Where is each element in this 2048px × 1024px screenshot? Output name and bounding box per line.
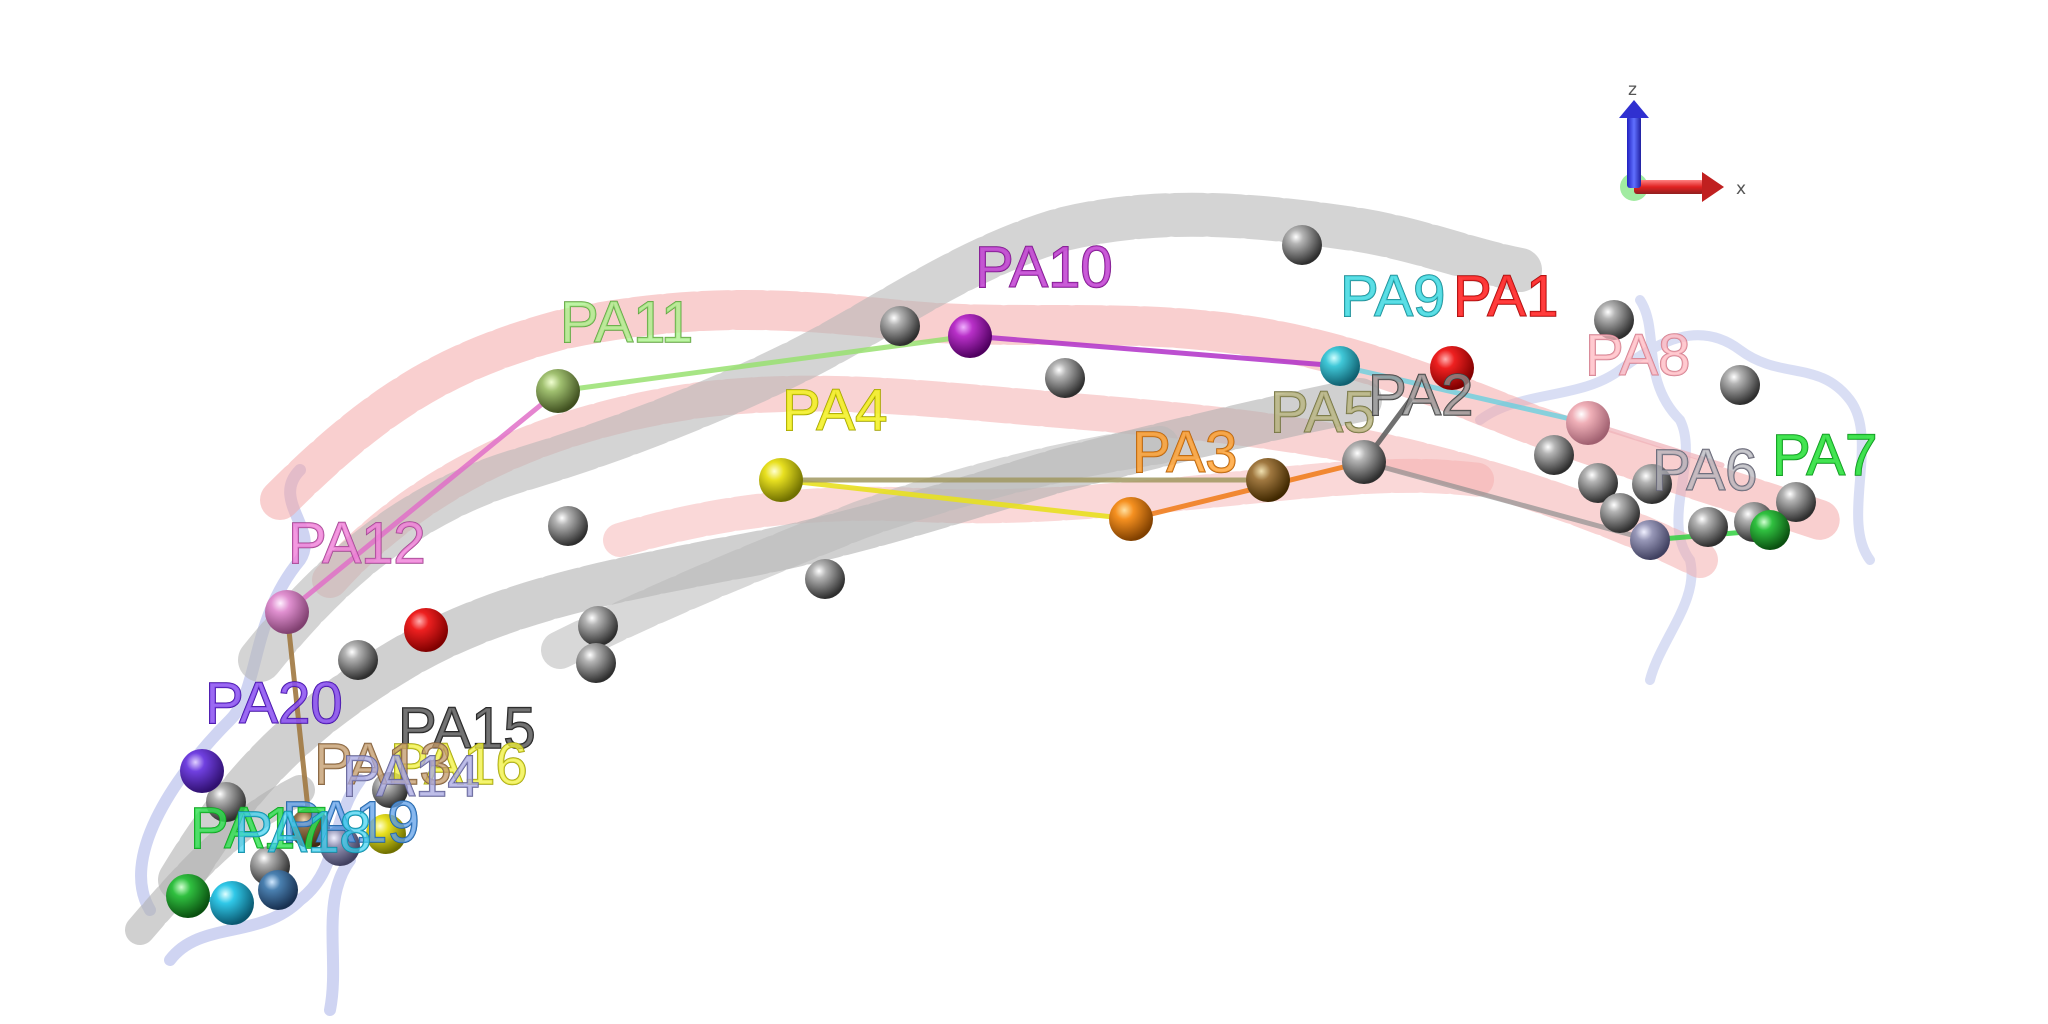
link-pa12-pa11: [284, 388, 561, 615]
gray-helix-4: [125, 775, 315, 945]
red-helix-1: [260, 290, 1840, 540]
label-pa3: PA3: [1132, 420, 1237, 485]
gray-sphere: [1594, 300, 1634, 340]
gray-sphere: [1600, 493, 1640, 533]
pa5-sphere: [1246, 458, 1290, 502]
link-pa2-pa6: [1361, 459, 1653, 543]
pa8-sphere: [1566, 401, 1610, 445]
x-axis-arrow-shaft: [1634, 180, 1704, 194]
label-pa19: PA19: [282, 790, 420, 855]
gray-sphere: [578, 606, 618, 646]
pa9-sphere: [1320, 346, 1360, 386]
link-pa9-pa8: [1337, 363, 1591, 426]
gray-sphere: [576, 643, 616, 683]
z-axis-arrow-head: [1619, 100, 1649, 118]
label-pa16: PA16: [390, 732, 528, 797]
z-axis-arrow-shaft: [1627, 116, 1641, 188]
gray-sphere: [548, 506, 588, 546]
pa16-sphere: [366, 814, 406, 854]
label-pa20: PA20: [205, 671, 343, 736]
pa12-sphere: [265, 590, 309, 634]
unlabeled-gray-spheres: [206, 225, 1816, 886]
label-pa5: PA5: [1270, 380, 1375, 445]
gray-sphere: [1578, 463, 1618, 503]
red-sphere: [404, 608, 448, 652]
gray-sphere: [1720, 365, 1760, 405]
pa11-sphere: [536, 369, 580, 413]
pa2-sphere: [1342, 440, 1386, 484]
gray-sphere: [1045, 358, 1085, 398]
pa1-sphere: [1430, 346, 1474, 390]
pa6-sphere: [1630, 520, 1670, 560]
gray-sphere: [1632, 464, 1672, 504]
pa20-sphere: [180, 749, 224, 793]
link-pa4-pa3: [778, 477, 1134, 522]
label-pa7: PA7: [1772, 423, 1877, 488]
label-pa8: PA8: [1585, 323, 1690, 388]
gray-sphere: [880, 306, 920, 346]
gray-sphere: [1282, 225, 1322, 265]
pa13-sphere: [290, 808, 330, 848]
link-pa10-pa9: [967, 333, 1343, 369]
label-pa15: PA15: [398, 696, 536, 761]
pa3-sphere: [1109, 497, 1153, 541]
red-helix-2: [312, 375, 1718, 598]
label-pa1: PA1: [1453, 264, 1558, 329]
gray-helix-1: [238, 192, 1542, 682]
label-pa14: PA14: [342, 744, 480, 809]
pa10-sphere: [948, 314, 992, 358]
label-pa9: PA9: [1340, 264, 1445, 329]
pa14-sphere: [320, 826, 360, 866]
gray-sphere: [338, 640, 378, 680]
pa4-sphere: [759, 458, 803, 502]
label-pa18: PA18: [234, 800, 372, 865]
link-pa3-pa2: [1128, 459, 1367, 522]
labeled-site-spheres: [166, 314, 1790, 925]
gray-sphere: [805, 559, 845, 599]
label-pa13: PA13: [314, 732, 452, 797]
pa17-sphere: [166, 874, 210, 918]
label-pa4: PA4: [782, 378, 887, 443]
gray-sphere: [1534, 435, 1574, 475]
label-pa12: PA12: [288, 511, 426, 576]
label-pa11: PA11: [560, 290, 693, 355]
link-pa12-pa13: [284, 609, 313, 831]
gray-sphere: [1688, 507, 1728, 547]
pa19-sphere: [258, 870, 298, 910]
label-pa6: PA6: [1652, 438, 1757, 503]
gray-sphere: [372, 772, 408, 808]
site-labels: PA10 PA9 PA1 PA11 PA8 PA4 PA5 PA2 PA3 PA…: [189, 234, 1878, 866]
x-axis-arrow-head: [1702, 172, 1724, 202]
label-pa2: PA2: [1368, 363, 1473, 428]
pa7-sphere: [1750, 510, 1790, 550]
label-pa17: PA17: [190, 796, 328, 861]
pa18-sphere: [210, 881, 254, 925]
gray-sphere: [1776, 482, 1816, 522]
label-pa10: PA10: [975, 235, 1113, 300]
link-pa8-pa7: [1585, 420, 1725, 468]
x-axis-label: x: [1736, 179, 1746, 199]
gray-helix-3: [541, 426, 1179, 669]
orientation-axes: x z: [1619, 80, 1746, 202]
protein-ribbon-cartoon: [125, 192, 1875, 1016]
gray-sphere: [206, 782, 246, 822]
z-axis-label: z: [1628, 80, 1637, 100]
